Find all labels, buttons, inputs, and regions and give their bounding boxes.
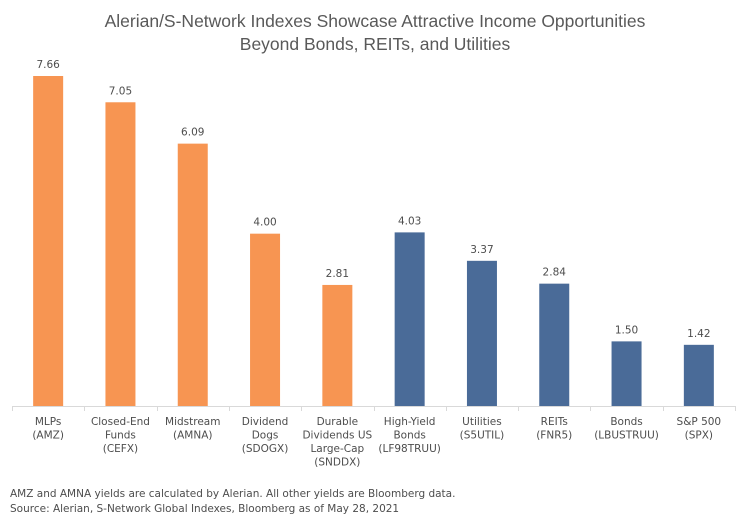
- data-label: 6.09: [181, 127, 204, 139]
- x-tick-label-line: Funds: [105, 430, 136, 442]
- bar: [539, 283, 570, 406]
- x-tick-label-line: Midstream: [165, 416, 220, 428]
- chart-title-block: Alerian/S-Network Indexes Showcase Attra…: [0, 10, 750, 56]
- x-tick-label-line: (AMNA): [173, 430, 212, 442]
- footer: AMZ and AMNA yields are calculated by Al…: [10, 487, 455, 517]
- data-label: 1.42: [687, 328, 710, 340]
- x-tick-label: High-Yield Bonds (LF98TRUU): [378, 416, 441, 455]
- x-tick-label-line: Durable: [317, 416, 359, 428]
- data-label: 1.50: [615, 324, 638, 336]
- data-label: 2.84: [543, 267, 567, 279]
- bar: [322, 284, 353, 406]
- bar: [466, 260, 497, 406]
- x-tick-label: S&P 500 (SPX): [677, 416, 722, 442]
- x-tick-label: Closed-End Funds (CEFX): [91, 416, 150, 455]
- bar: [611, 341, 642, 406]
- chart-subtitle: Beyond Bonds, REITs, and Utilities: [239, 34, 511, 54]
- data-label: 4.00: [253, 217, 276, 229]
- x-tick-label-line: (LF98TRUU): [378, 443, 441, 455]
- x-tick-label-line: (LBUSTRUU): [594, 430, 659, 442]
- x-tick-label: Bonds (LBUSTRUU): [594, 416, 659, 442]
- bar: [394, 232, 425, 406]
- x-tick-label-line: S&P 500: [677, 416, 722, 428]
- data-label: 2.81: [326, 268, 349, 280]
- footer-source: Source: Alerian, S-Network Global Indexe…: [10, 503, 400, 515]
- x-tick-label-line: (CEFX): [103, 443, 138, 455]
- x-tick-label-line: High-Yield: [384, 416, 436, 428]
- x-tick-label-line: Bonds: [610, 416, 642, 428]
- x-tick-label: REITs (FNR5): [536, 416, 572, 442]
- bar: [33, 76, 64, 406]
- x-tick-label: Midstream (AMNA): [165, 416, 220, 442]
- x-tick-label-line: (FNR5): [536, 430, 572, 442]
- x-tick-label: Durable Dividends US Large-Cap (SNDDX): [302, 416, 372, 469]
- chart-title: Alerian/S-Network Indexes Showcase Attra…: [104, 11, 646, 31]
- x-tick-label-line: Large-Cap: [310, 443, 364, 455]
- x-tick-label: Utilities (S5UTIL): [460, 416, 505, 442]
- x-tick-label-line: REITs: [541, 416, 568, 428]
- x-tick-label-line: (S5UTIL): [460, 430, 505, 442]
- footer-note: AMZ and AMNA yields are calculated by Al…: [10, 488, 456, 500]
- x-tick-label: MLPs (AMZ): [32, 416, 64, 442]
- data-label: 4.03: [398, 215, 421, 227]
- x-tick-label-line: Dividend: [242, 416, 289, 428]
- x-tick-label-line: Bonds: [393, 430, 425, 442]
- x-tick-label-line: Utilities: [462, 416, 502, 428]
- x-tick-label-line: MLPs: [35, 416, 62, 428]
- x-tick-label-line: Closed-End: [91, 416, 150, 428]
- x-tick-label-line: (AMZ): [32, 430, 64, 442]
- data-label: 7.05: [109, 85, 132, 97]
- data-label: 3.37: [470, 244, 493, 256]
- data-label: 7.66: [36, 59, 60, 71]
- bar: [177, 143, 208, 406]
- x-tick-label-line: (SPX): [685, 430, 713, 442]
- x-tick-label-line: (SDOGX): [242, 443, 289, 455]
- x-tick-label-line: Dividends US: [302, 430, 372, 442]
- bar: [683, 344, 714, 406]
- bar: [105, 102, 136, 407]
- x-tick-label: Dividend Dogs (SDOGX): [242, 416, 289, 455]
- x-tick-label-line: Dogs: [252, 430, 279, 442]
- bar: [250, 233, 281, 406]
- x-tick-label-line: (SNDDX): [314, 457, 360, 469]
- bar-chart: 7.66 MLPs (AMZ) 7.05 Closed-End Funds (CEFX) 6.…: [12, 59, 736, 469]
